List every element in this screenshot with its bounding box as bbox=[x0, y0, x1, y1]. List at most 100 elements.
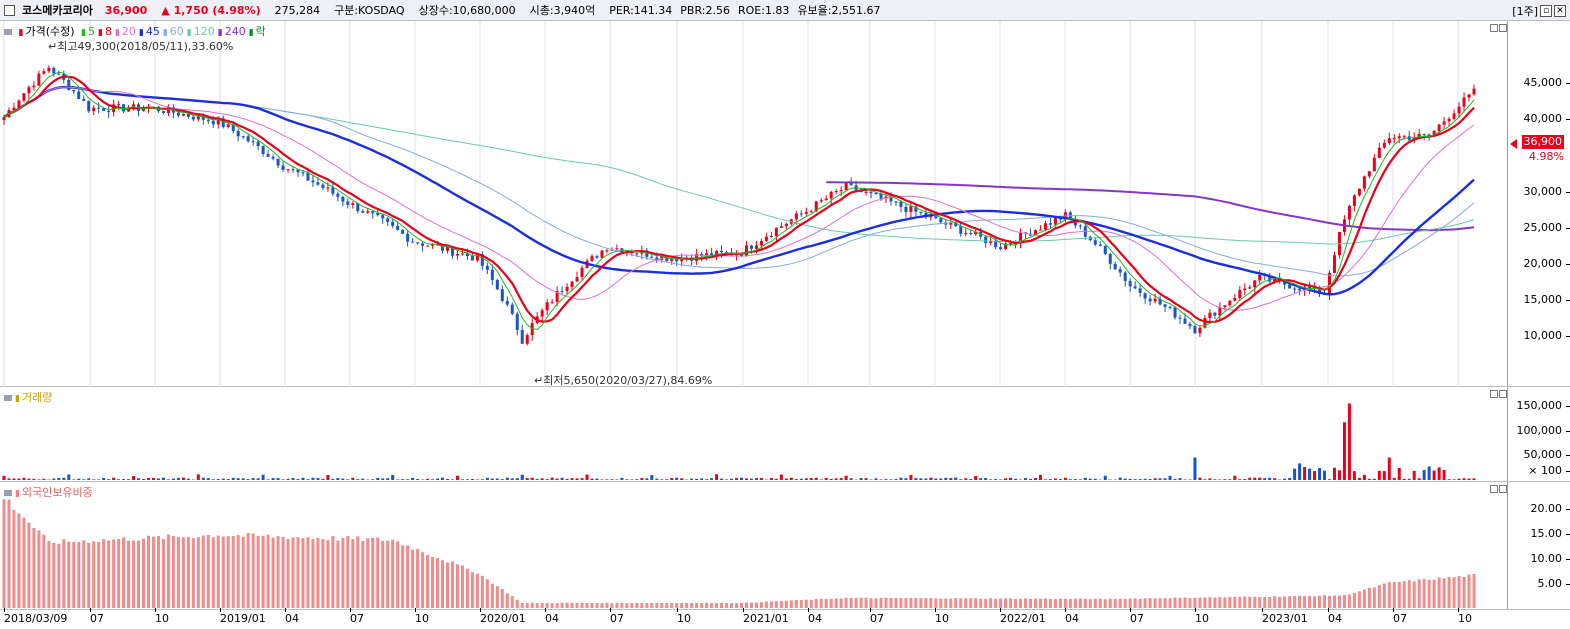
volume-bar bbox=[1293, 468, 1297, 480]
foreign-ratio-bar bbox=[391, 539, 395, 608]
candle-body bbox=[949, 222, 953, 225]
foreign-ratio-bar bbox=[246, 532, 250, 608]
volume-bar bbox=[450, 479, 454, 480]
minimize-icon[interactable] bbox=[1490, 24, 1498, 32]
volume-plot-area[interactable] bbox=[0, 387, 1508, 481]
price-plot-area[interactable] bbox=[0, 21, 1508, 387]
candle-body bbox=[206, 119, 210, 121]
volume-bar bbox=[77, 478, 81, 480]
foreign-ratio-bar bbox=[959, 598, 963, 608]
candle-body bbox=[251, 141, 255, 143]
volume-bar bbox=[142, 479, 146, 480]
volume-bar bbox=[725, 479, 729, 480]
foreign-ratio-bar bbox=[1048, 598, 1052, 608]
volume-bar bbox=[206, 478, 210, 480]
foreign-ratio-bar bbox=[331, 536, 335, 608]
candle-body bbox=[1432, 130, 1436, 137]
foreign-ratio-bar bbox=[1318, 595, 1322, 608]
volume-bar bbox=[62, 477, 66, 480]
volume-bar bbox=[336, 477, 340, 480]
volume-bar bbox=[1372, 478, 1376, 480]
ma-legend-item[interactable]: ▮ 240 bbox=[217, 25, 246, 38]
foreign-ratio-bar bbox=[176, 536, 180, 608]
volume-bar bbox=[695, 478, 699, 480]
candle-body bbox=[974, 231, 978, 235]
volume-bar bbox=[939, 478, 943, 480]
minimize-icon[interactable] bbox=[1490, 485, 1498, 493]
candle-body bbox=[1148, 298, 1152, 302]
volume-bar bbox=[1258, 477, 1262, 480]
foreign-plot-area[interactable] bbox=[0, 482, 1508, 609]
candle-body bbox=[849, 182, 853, 186]
ma-legend-item[interactable]: ▮ 120 bbox=[186, 25, 215, 38]
foreign-panel-controls[interactable] bbox=[1490, 485, 1507, 493]
candle-body bbox=[431, 244, 435, 246]
foreign-ratio-bar bbox=[919, 598, 923, 608]
period-selector[interactable]: [1주] bbox=[1512, 5, 1538, 18]
volume-bar bbox=[864, 478, 868, 480]
volume-bar bbox=[2, 475, 6, 480]
volume-bar bbox=[416, 479, 420, 480]
maximize-icon[interactable] bbox=[1499, 390, 1507, 398]
stock-name[interactable]: 코스메카코리아 bbox=[22, 4, 93, 17]
panel-handle-icon[interactable] bbox=[4, 490, 12, 496]
panel-handle-icon[interactable] bbox=[4, 395, 12, 401]
ma-legend-label: 5 bbox=[87, 25, 95, 38]
foreign-ratio-bar bbox=[1407, 580, 1411, 608]
volume-bar bbox=[1313, 471, 1317, 480]
foreign-ratio-bar bbox=[57, 543, 61, 608]
volume-bar bbox=[650, 475, 654, 480]
foreign-ratio-bar bbox=[341, 538, 345, 608]
candle-body bbox=[1447, 118, 1451, 122]
ma-legend-item[interactable]: ▮ 20 bbox=[114, 25, 136, 38]
foreign-ratio-bar bbox=[301, 538, 305, 608]
candle-body bbox=[231, 124, 235, 132]
volume-bar bbox=[844, 475, 848, 480]
foreign-ratio-bar bbox=[954, 598, 958, 608]
candle-body bbox=[256, 141, 260, 146]
price-panel-controls[interactable] bbox=[1490, 24, 1507, 32]
x-tick: 04 bbox=[545, 608, 559, 625]
maximize-icon[interactable] bbox=[1499, 24, 1507, 32]
select-checkbox[interactable] bbox=[4, 4, 15, 16]
ma-legend-label: 8 bbox=[104, 25, 112, 38]
price-change-pct: (4.98%) bbox=[212, 3, 261, 17]
volume-bar bbox=[426, 478, 430, 480]
volume-panel-controls[interactable] bbox=[1490, 390, 1507, 398]
ma-legend-item[interactable]: ▮ 45 bbox=[138, 25, 160, 38]
candle-body bbox=[142, 108, 146, 111]
ma-legend-item[interactable]: ▮ 60 bbox=[162, 25, 184, 38]
foreign-ratio-bar bbox=[1203, 597, 1207, 608]
minimize-icon[interactable] bbox=[1490, 390, 1498, 398]
foreign-ratio-bar bbox=[351, 539, 355, 608]
ma-legend-item[interactable]: ▮ 5 bbox=[81, 25, 95, 38]
volume-bar bbox=[371, 479, 375, 480]
restore-icon[interactable]: ▫ bbox=[1540, 5, 1552, 17]
candle-body bbox=[1318, 286, 1322, 294]
foreign-ratio-bar bbox=[221, 536, 225, 608]
panel-handle-icon[interactable] bbox=[4, 29, 12, 35]
volume-bar bbox=[1467, 478, 1471, 480]
foreign-ratio-bar bbox=[774, 601, 778, 608]
candle-body bbox=[211, 120, 215, 125]
candle-body bbox=[720, 250, 724, 253]
ma-legend-item[interactable]: ▮ 락 bbox=[248, 25, 266, 38]
candle-body bbox=[1377, 147, 1381, 158]
foreign-ratio-bar bbox=[112, 539, 116, 608]
volume-bar bbox=[1417, 478, 1421, 480]
volume-bar bbox=[660, 479, 664, 480]
close-icon[interactable]: ✕ bbox=[1554, 5, 1566, 17]
x-tick: 07 bbox=[610, 608, 624, 625]
foreign-ratio-bar bbox=[620, 602, 624, 608]
volume-bar bbox=[909, 474, 913, 480]
foreign-ratio-bar bbox=[1004, 598, 1008, 608]
ma-legend-item[interactable]: ▮ 8 bbox=[97, 25, 112, 38]
maximize-icon[interactable] bbox=[1499, 485, 1507, 493]
volume-bar bbox=[964, 478, 968, 480]
foreign-ratio-bar bbox=[1238, 596, 1242, 608]
volume-bar bbox=[37, 479, 41, 480]
foreign-ratio-bar bbox=[132, 540, 136, 608]
candle-body bbox=[650, 256, 654, 258]
volume-bar bbox=[132, 476, 136, 480]
volume-bar bbox=[789, 477, 793, 480]
